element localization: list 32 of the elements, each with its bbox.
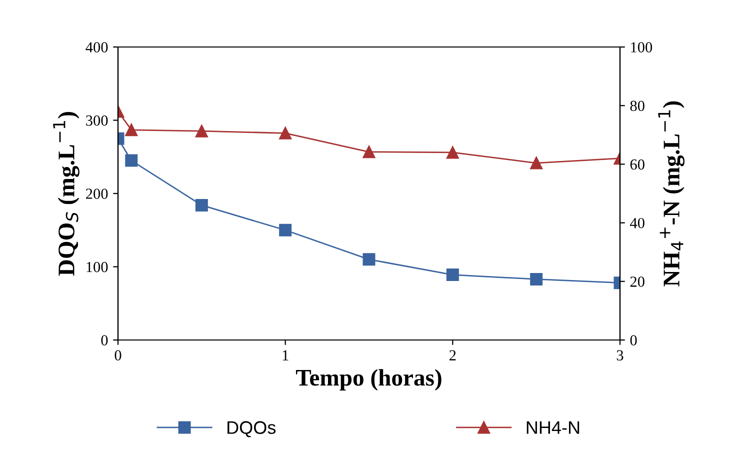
point xyxy=(530,156,543,170)
y2-tick-label: 20 xyxy=(630,276,644,287)
x-axis-title: Tempo (horas) xyxy=(296,369,442,391)
y2-tick-label: 40 xyxy=(630,218,644,228)
legend-label: DQOs xyxy=(228,421,276,438)
point xyxy=(125,154,138,167)
y2-tick-label: 60 xyxy=(630,159,644,170)
point xyxy=(362,253,376,266)
point xyxy=(446,268,459,282)
point xyxy=(446,146,459,159)
point xyxy=(362,146,376,158)
y-axis-title: DQO$_{S}$ (mg.L$^{−1}$) xyxy=(53,112,80,276)
y2-tick-label: 80 xyxy=(630,100,644,112)
y-tick-label: 400 xyxy=(86,42,108,52)
x-tick-label: 3 xyxy=(616,350,624,360)
x-tick-label: 0 xyxy=(114,350,122,360)
x-tick-label: 2 xyxy=(450,350,456,360)
point xyxy=(279,126,292,140)
point xyxy=(279,224,292,236)
y2-tick-label: 0 xyxy=(630,335,637,346)
legend-label: NH4-N xyxy=(526,421,580,434)
x-tick-label: 1 xyxy=(282,350,288,360)
y-tick-label: 300 xyxy=(86,115,108,126)
y2-axis-title: NH$_{4}$$^{+}$-N (mg.L$^{−1}$) xyxy=(658,101,684,286)
point xyxy=(195,124,208,138)
y2-tick-label: 100 xyxy=(631,42,652,52)
y-tick-label: 0 xyxy=(101,335,108,346)
point xyxy=(125,124,138,136)
point xyxy=(195,198,208,212)
point xyxy=(530,272,543,286)
y-tick-label: 200 xyxy=(86,188,108,199)
y-tick-label: 100 xyxy=(86,262,108,272)
